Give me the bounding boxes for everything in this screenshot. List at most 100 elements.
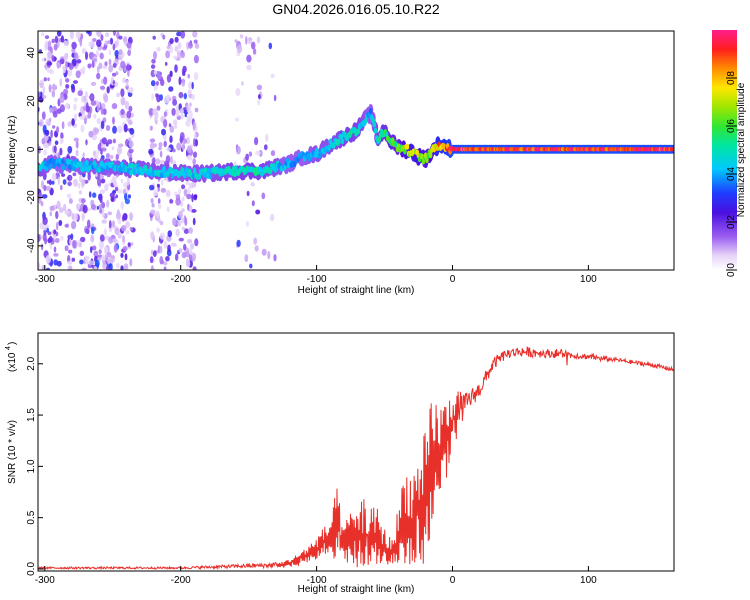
noise-cell <box>91 227 95 235</box>
noise-cell <box>120 201 124 210</box>
ridge-cell <box>268 168 273 175</box>
noise-cell <box>65 40 69 47</box>
noise-cell <box>38 119 44 127</box>
noise-cell <box>105 32 110 38</box>
noise-cell <box>191 252 197 262</box>
noise-cell <box>71 85 76 93</box>
colorbar-ticks: 0.0 0.2 0.4 0.6 0.8 <box>726 71 737 277</box>
noise-cell <box>234 39 238 43</box>
ridge-cell <box>327 144 331 151</box>
noise-cell <box>88 95 94 100</box>
noise-cell <box>246 190 250 197</box>
ridge-cell <box>203 167 208 174</box>
spectrogram-x-axis-label: Height of straight line (km) <box>298 285 415 296</box>
noise-cell <box>56 200 61 210</box>
ridge-cell <box>207 167 211 174</box>
ridge-cell <box>364 118 368 124</box>
noise-cell <box>51 173 57 181</box>
noise-cell <box>38 262 41 270</box>
noise-cell <box>117 125 123 134</box>
noise-cell <box>59 94 65 103</box>
noise-cell <box>120 108 125 115</box>
noise-cell <box>117 189 123 194</box>
noise-cell <box>74 113 77 122</box>
noise-cell <box>79 250 85 256</box>
noise-cell <box>234 117 240 122</box>
noise-cell <box>175 228 180 237</box>
noise-cell <box>183 92 187 100</box>
noise-cell <box>105 153 110 159</box>
noise-cell <box>192 217 196 226</box>
noise-cell <box>150 231 155 240</box>
noise-cell <box>188 247 193 255</box>
noise-cell <box>54 35 59 44</box>
noise-cell <box>105 125 111 131</box>
noise-cell <box>171 107 176 116</box>
noise-cell <box>47 46 52 51</box>
colorbar-tick-label: 0.0 <box>726 263 737 277</box>
noise-cell <box>108 50 112 56</box>
colorbar-scale <box>712 30 737 270</box>
noise-cell <box>100 78 104 84</box>
noise-cell <box>181 184 186 190</box>
y-tick-label: 1.5 <box>26 408 37 422</box>
noise-cell <box>80 236 86 243</box>
noise-cell <box>44 40 49 49</box>
noise-cell <box>165 256 170 262</box>
noise-cell <box>122 245 128 252</box>
noise-cell <box>88 41 93 47</box>
noise-cell <box>175 197 181 206</box>
noise-cell <box>163 119 168 128</box>
noise-cell <box>92 58 97 62</box>
noise-cell <box>98 249 102 255</box>
noise-cell <box>157 198 161 204</box>
noise-cell <box>115 173 119 178</box>
noise-cell <box>113 244 118 253</box>
noise-cell <box>84 117 87 125</box>
noise-cell <box>163 266 167 270</box>
chart-title: GN04.2026.016.05.10.R22 <box>272 1 440 17</box>
noise-cell <box>56 126 60 134</box>
noise-cell <box>183 188 188 197</box>
noise-cell <box>88 130 94 138</box>
colorbar-tick-label: 0.4 <box>726 167 737 181</box>
ridge-cell <box>130 162 134 169</box>
noise-cell <box>112 63 117 68</box>
noise-cell <box>177 51 182 59</box>
noise-cell <box>183 243 187 251</box>
noise-cell <box>73 52 79 60</box>
noise-cell <box>112 31 117 36</box>
noise-cell <box>79 38 83 47</box>
noise-cell <box>250 182 255 187</box>
noise-cell <box>178 76 182 86</box>
noise-cell <box>102 65 107 70</box>
noise-cell <box>151 58 156 64</box>
noise-cell <box>101 137 107 145</box>
noise-cell <box>158 142 163 148</box>
noise-cell <box>114 186 119 192</box>
noise-cell <box>75 70 81 79</box>
noise-cell <box>67 121 72 127</box>
noise-cell <box>44 237 47 245</box>
noise-cell <box>44 35 50 39</box>
noise-cell <box>187 260 191 268</box>
noise-cell <box>40 32 45 37</box>
noise-cell <box>153 189 159 197</box>
noise-cell <box>174 36 179 43</box>
noise-cell <box>76 203 81 211</box>
noise-cell <box>103 76 108 85</box>
noise-cell <box>47 50 52 59</box>
noise-cell <box>184 112 187 118</box>
noise-cell <box>101 219 107 224</box>
noise-cell <box>67 68 73 77</box>
noise-cell <box>81 95 85 103</box>
noise-cell <box>61 173 66 177</box>
noise-cell <box>42 124 47 134</box>
x-tick-label: -300 <box>35 575 55 586</box>
noise-cell <box>166 147 172 152</box>
noise-cell <box>42 95 47 99</box>
noise-cell <box>108 220 112 229</box>
y-tick-label: 40 <box>26 47 37 59</box>
noise-cell <box>93 250 99 258</box>
noise-cell <box>155 210 160 218</box>
